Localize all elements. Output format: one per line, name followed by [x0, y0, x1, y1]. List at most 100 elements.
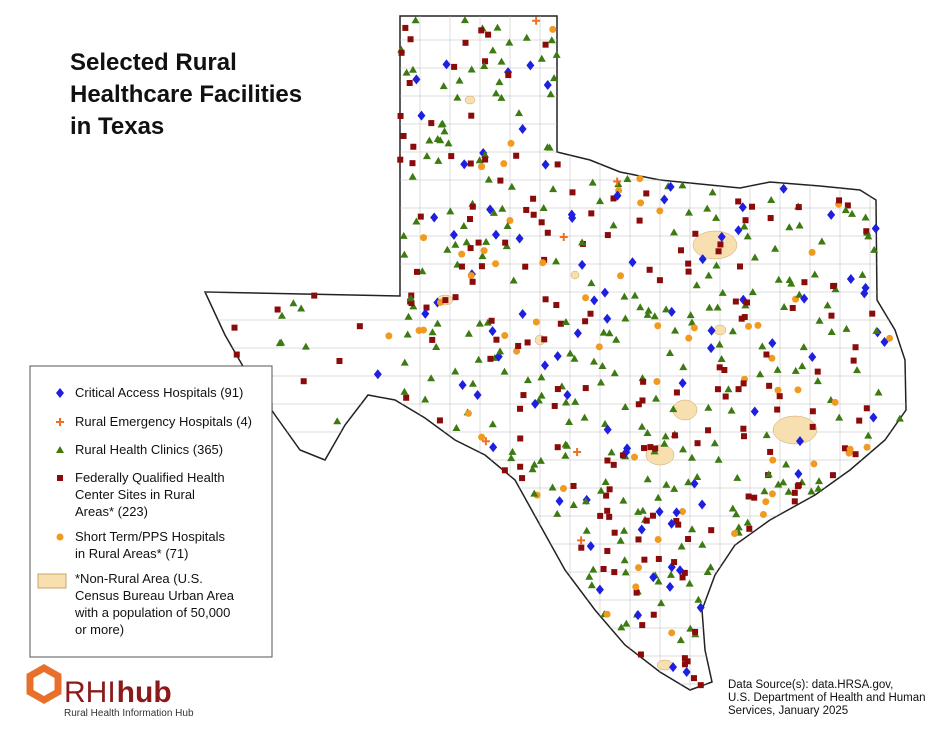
rural-health-clinic [782, 460, 791, 468]
fqhc-site [681, 661, 688, 668]
rural-health-clinic [550, 74, 559, 82]
fqhc-site [809, 423, 816, 430]
fqhc-site [705, 427, 712, 434]
short-term-hospital [636, 175, 644, 183]
critical-access-hospital [628, 257, 637, 268]
source-line: Services, January 2025 [728, 705, 848, 717]
fqhc-site [493, 336, 500, 343]
critical-access-hospital [486, 204, 495, 215]
critical-access-hospital [586, 541, 595, 552]
fqhc-site [767, 448, 774, 455]
fqhc-site [587, 310, 594, 317]
rural-health-clinic [705, 303, 714, 311]
fqhc-site [410, 143, 417, 150]
rural-health-clinic [643, 475, 652, 483]
critical-access-hospital [515, 233, 524, 244]
rural-health-clinic [546, 90, 555, 98]
rural-health-clinic [688, 318, 697, 326]
rural-health-clinic [596, 378, 605, 386]
rural-emergency-hospital [532, 16, 541, 25]
rural-health-clinic [609, 221, 618, 229]
short-term-hospital [768, 354, 776, 362]
rural-health-clinic [489, 208, 498, 216]
fqhc-site [619, 452, 626, 459]
rural-health-clinic [565, 418, 574, 426]
short-term-hospital [513, 347, 521, 355]
rural-health-clinic [496, 347, 505, 355]
rural-health-clinic [620, 556, 629, 564]
short-term-hospital [631, 453, 639, 461]
short-term-hospital [810, 460, 818, 468]
rural-health-clinic [455, 76, 464, 84]
rural-health-clinic [500, 367, 509, 375]
fqhc-site [553, 302, 560, 309]
rural-health-clinic [662, 305, 671, 313]
rural-health-clinic [621, 568, 630, 576]
legend-label: Census Bureau Urban Area [75, 588, 235, 603]
rural-health-clinic [459, 222, 468, 230]
critical-access-hospital [869, 412, 878, 423]
short-term-hospital [603, 610, 611, 618]
rural-health-clinic [481, 150, 490, 158]
rural-health-clinic [601, 477, 610, 485]
fqhc-site [735, 198, 742, 205]
rural-health-clinic [412, 217, 421, 225]
legend-label: Critical Access Hospitals (91) [75, 385, 243, 400]
fqhc-site [604, 232, 611, 239]
fqhc-site [744, 299, 751, 306]
fqhc-site [429, 336, 436, 343]
rural-health-clinic [872, 326, 881, 334]
rural-health-clinic [425, 136, 434, 144]
fqhc-site [542, 41, 549, 48]
rural-health-clinic [654, 577, 663, 585]
logo-icon [26, 663, 62, 705]
legend-label: Short Term/PPS Hospitals [75, 529, 226, 544]
fqhc-site [523, 206, 530, 213]
rural-health-clinic [827, 327, 836, 335]
rural-health-clinic [676, 636, 685, 644]
short-term-hospital [458, 250, 466, 258]
fqhc-site [451, 63, 458, 70]
short-term-hospital [478, 163, 486, 171]
short-term-hospital [759, 510, 767, 518]
critical-access-hospital [518, 309, 527, 320]
fqhc-site [478, 27, 485, 34]
critical-access-hospital [590, 295, 599, 306]
legend-label: Rural Emergency Hospitals (4) [75, 414, 252, 429]
fqhc-site [646, 266, 653, 273]
fqhc-site [829, 472, 836, 479]
fqhc-site [513, 152, 520, 159]
rural-health-clinic [861, 213, 870, 221]
title-line: in Texas [70, 113, 164, 140]
short-term-hospital [653, 378, 661, 386]
fqhc-site [643, 190, 650, 197]
rural-health-clinic [530, 460, 539, 468]
short-term-hospital [754, 321, 762, 329]
rural-health-clinic [460, 16, 469, 24]
critical-access-hospital [655, 506, 664, 517]
critical-access-hospital [473, 389, 482, 400]
rural-health-clinic [835, 413, 844, 421]
fqhc-site [423, 304, 430, 311]
rural-health-clinic [728, 327, 737, 335]
fqhc-site [478, 263, 485, 270]
rural-health-clinic [652, 394, 661, 402]
urban-area [692, 230, 738, 260]
fqhc-site [604, 507, 611, 514]
fqhc-site [524, 339, 531, 346]
fqhc-site [692, 628, 699, 635]
fqhc-site [475, 239, 482, 246]
short-term-hospital [385, 332, 393, 340]
short-term-hospital [678, 508, 686, 516]
rural-health-clinic [703, 567, 712, 575]
rural-health-clinic [621, 314, 630, 322]
rural-health-clinic [561, 317, 570, 325]
rural-health-clinic [858, 270, 867, 278]
fqhc-site [671, 432, 678, 439]
rural-health-clinic [669, 228, 678, 236]
fqhc-site [482, 58, 489, 65]
short-term-hospital [549, 25, 557, 33]
rural-emergency-hospital [573, 447, 582, 456]
